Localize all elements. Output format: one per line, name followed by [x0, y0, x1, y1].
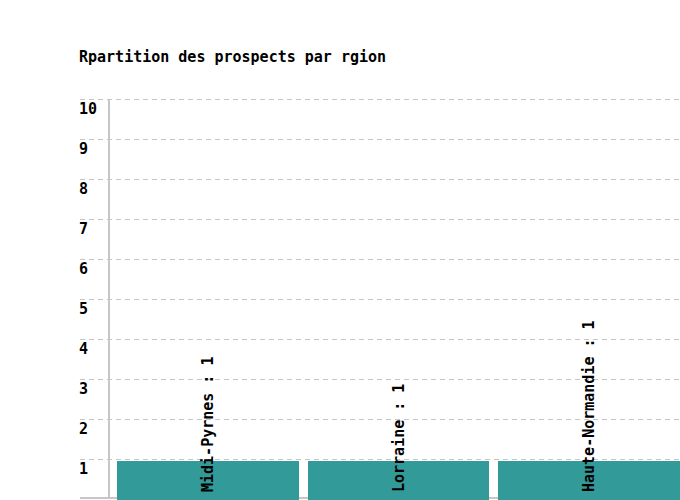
bar-label: Lorraine : 1: [390, 384, 408, 492]
y-tick-label: 8: [79, 182, 88, 197]
y-tick-label: 6: [79, 262, 88, 277]
plot-area: 10 9 8 7 6 5 4 3 2 1 Midi-Pyrnes : 1 Lorraine : 1 Ha…: [0, 0, 680, 500]
bar-label: Midi-Pyrnes : 1: [199, 357, 217, 492]
y-tick-label: 7: [79, 222, 88, 237]
gridline: [80, 219, 680, 220]
gridline: [80, 179, 680, 180]
bar-label: Haute-Normandie : 1: [580, 320, 598, 492]
gridline: [80, 259, 680, 260]
y-tick-label: 2: [79, 422, 88, 437]
gridline: [80, 99, 680, 100]
y-tick-label: 1: [79, 462, 88, 477]
y-tick-label: 3: [79, 382, 88, 397]
y-tick-label: 9: [79, 142, 88, 157]
gridline: [80, 299, 680, 300]
y-axis-line: [108, 100, 110, 498]
y-tick-label: 10: [79, 102, 97, 117]
y-tick-label: 5: [79, 302, 88, 317]
y-tick-label: 4: [79, 342, 88, 357]
bar-chart-canvas: Rpartition des prospects par rgion 10987…: [0, 0, 680, 500]
gridline: [80, 139, 680, 140]
